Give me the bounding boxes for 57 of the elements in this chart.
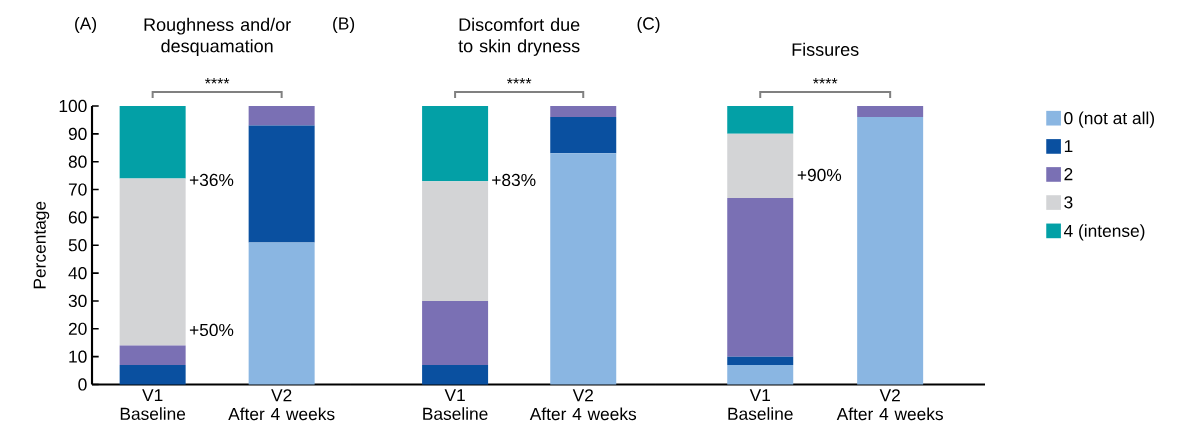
legend-label: 0 (not at all) bbox=[1064, 111, 1155, 128]
bar bbox=[727, 105, 794, 134]
y-tick-label: 10 bbox=[69, 350, 87, 363]
y-tick-label: 50 bbox=[68, 239, 87, 252]
y-tick-label: 30 bbox=[68, 294, 87, 308]
text: (A) bbox=[75, 16, 97, 34]
bar bbox=[119, 364, 186, 385]
bar bbox=[857, 105, 924, 118]
text: (B) bbox=[333, 16, 355, 34]
y-tick-label: 40 bbox=[68, 266, 87, 280]
y-tick-label: 0 bbox=[78, 378, 87, 391]
legend-label: 3 bbox=[1064, 196, 1073, 209]
bar bbox=[422, 181, 489, 301]
y-tick-label: 60 bbox=[68, 211, 87, 224]
bar bbox=[550, 105, 617, 118]
y-tick-label: 70 bbox=[68, 183, 87, 196]
bar bbox=[422, 105, 489, 182]
bar bbox=[248, 242, 315, 385]
y-tick-label: 90 bbox=[68, 127, 87, 140]
x-tick-label: V1 Baseline bbox=[423, 389, 488, 420]
bar bbox=[248, 125, 315, 243]
text: (C) bbox=[637, 16, 660, 34]
annotation: +83% bbox=[492, 173, 536, 187]
bar bbox=[550, 117, 617, 154]
text: **** bbox=[204, 77, 230, 84]
legend-label: 4 (intense) bbox=[1063, 224, 1145, 241]
chart-title: Roughness and/or desquamation bbox=[144, 17, 291, 56]
y-tick-label: 80 bbox=[68, 155, 87, 168]
text: **** bbox=[813, 77, 838, 84]
legend-label: 1 bbox=[1064, 140, 1073, 153]
bar bbox=[727, 133, 794, 198]
legend-label: 2 bbox=[1064, 168, 1073, 181]
bar bbox=[248, 105, 315, 126]
bar bbox=[857, 117, 924, 385]
bar bbox=[422, 364, 489, 385]
x-tick-label: V1 Baseline bbox=[120, 389, 186, 420]
x-tick-label: V2 After 4 weeks bbox=[836, 389, 943, 421]
annotation: +90% bbox=[797, 168, 842, 182]
bar bbox=[727, 197, 794, 357]
bar bbox=[727, 356, 794, 365]
bar bbox=[119, 178, 186, 346]
y-tick-label: 20 bbox=[68, 322, 87, 335]
bar bbox=[119, 105, 186, 179]
chart-title: Fissures bbox=[792, 42, 859, 56]
bar bbox=[727, 364, 794, 385]
annotation: +36% bbox=[189, 173, 234, 187]
x-tick-label: V2 After 4 weeks bbox=[529, 389, 637, 421]
bar bbox=[119, 345, 186, 365]
bar bbox=[422, 300, 489, 365]
y-axis-title: Percentage bbox=[33, 201, 50, 289]
text: **** bbox=[506, 77, 532, 84]
annotation: +50% bbox=[189, 323, 234, 337]
x-tick-label: V1 Baseline bbox=[728, 389, 793, 420]
chart-title: Discomfort due to skin dryness bbox=[458, 17, 580, 56]
bar bbox=[550, 153, 617, 385]
x-tick-label: V2 After 4 weeks bbox=[228, 389, 335, 421]
y-tick-label: 100 bbox=[59, 99, 87, 113]
